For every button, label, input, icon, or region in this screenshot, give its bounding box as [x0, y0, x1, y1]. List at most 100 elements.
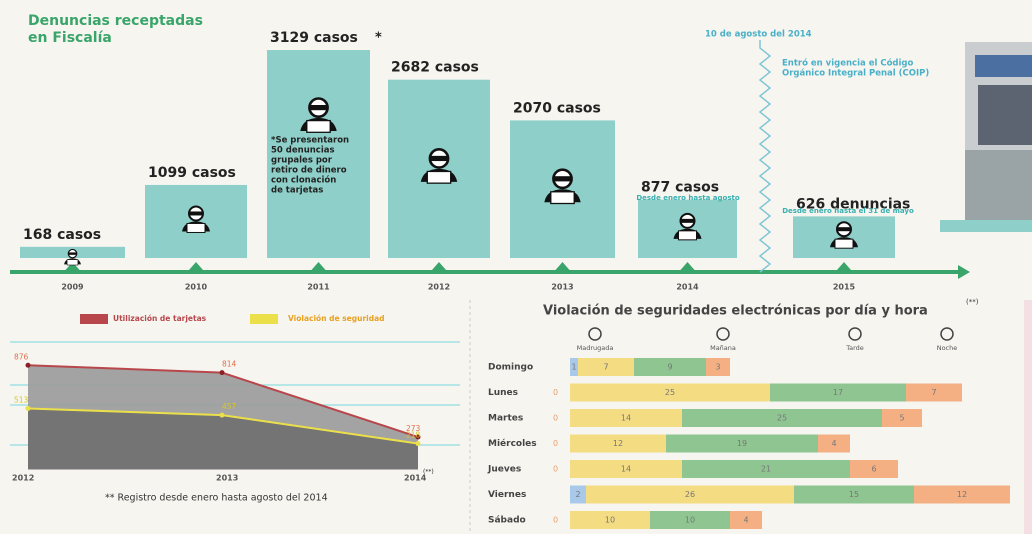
event-text: Entró en vigencia el Código: [782, 58, 913, 69]
bar-label: 877 casos: [641, 180, 719, 196]
line-point: [25, 362, 31, 368]
cell-label: 0: [553, 439, 558, 448]
axis-marker: [555, 262, 570, 270]
cell-label: 1: [571, 363, 576, 372]
heatmap-title: Violación de seguridades electrónicas po…: [543, 304, 928, 319]
time-icon: [588, 327, 602, 341]
axis-marker: [837, 262, 851, 270]
bar-label: 626 denuncias: [796, 196, 910, 212]
cell: [818, 434, 850, 453]
icon-laptop: [834, 238, 854, 249]
thief-icon: [544, 168, 581, 205]
cell: [794, 485, 914, 504]
note-2011: retiro de dinero: [271, 166, 347, 176]
cell-label: 25: [777, 414, 787, 423]
icon-laptop: [306, 119, 331, 133]
axis-marker: [311, 262, 326, 270]
time-icon: [940, 327, 954, 341]
icon-laptop: [678, 230, 697, 241]
note-2011: de tarjetas: [271, 186, 323, 196]
cell: [570, 485, 586, 504]
edge-panel: [1024, 300, 1032, 534]
time-icon: [716, 327, 730, 341]
column-label: Madrugada: [577, 344, 614, 352]
thief-icon: [420, 148, 458, 184]
cell-label: 3: [715, 363, 720, 372]
cell: [570, 511, 650, 529]
row-label: Martes: [488, 414, 523, 424]
line-point: [25, 405, 31, 411]
line-point: [219, 370, 225, 376]
cell-label: 0: [553, 414, 558, 423]
line-footnote: ** Registro desde enero hasta agosto del…: [105, 493, 328, 504]
row-label: Miércoles: [488, 438, 537, 449]
point-label: 814: [222, 360, 237, 369]
cell: [650, 511, 730, 529]
cell: [914, 485, 1010, 504]
cell-label: 2: [575, 490, 580, 499]
year-label: 2013: [551, 283, 573, 292]
cell: [906, 383, 962, 402]
axis-arrow: [958, 265, 970, 279]
bar-label: 3129 casos: [270, 30, 358, 46]
row-label: Jueves: [487, 465, 521, 475]
cell: [570, 358, 578, 376]
note-2015: Desde enero hasta el 31 de mayo: [782, 207, 914, 215]
note-2011: grupales por: [271, 156, 333, 166]
x-label: 2014: [404, 474, 427, 483]
cell-label: 7: [931, 388, 936, 397]
year-label: 2012: [428, 283, 450, 292]
cell-label: 21: [761, 465, 771, 474]
bar-label: 168 casos: [23, 227, 101, 243]
cell-label: 0: [553, 388, 558, 397]
row-label: Lunes: [488, 388, 518, 398]
cell: [570, 434, 666, 453]
cell: [570, 409, 682, 427]
cell-label: 4: [743, 516, 748, 525]
column-label: Mañana: [710, 344, 736, 352]
icon-laptop: [186, 222, 206, 233]
axis-marker: [189, 262, 203, 270]
thief-icon: [673, 212, 702, 241]
point-label: 876: [14, 352, 29, 361]
title: Denuncias receptadas: [28, 13, 203, 29]
cell: [570, 460, 682, 478]
note-2011: *Se presentaron: [271, 136, 349, 146]
year-label: 2009: [61, 283, 84, 292]
bar-label: 2682 casos: [391, 60, 479, 76]
cell: [770, 383, 906, 402]
cell: [634, 358, 706, 376]
icon-mask: [837, 227, 851, 232]
cell: [882, 409, 922, 427]
icon-mask: [68, 252, 77, 255]
line-area: [28, 408, 418, 470]
cell-label: 15: [849, 490, 859, 499]
cell-label: 17: [833, 388, 843, 397]
point-label: 273: [406, 424, 421, 433]
line-point: [415, 434, 421, 440]
year-label: 2011: [307, 283, 330, 292]
axis-marker: [65, 262, 80, 270]
cell: [578, 358, 634, 376]
cell-label: 9: [667, 363, 672, 372]
x-label: 2013: [216, 474, 238, 483]
row-label: Domingo: [488, 363, 533, 373]
cell-label: 0: [553, 516, 558, 525]
point-label: 513: [14, 395, 29, 404]
icon-laptop: [550, 191, 575, 205]
cell: [706, 358, 730, 376]
cell-label: 26: [685, 490, 695, 499]
bar-label: 1099 casos: [148, 165, 236, 181]
legend-label: Utilización de tarjetas: [113, 314, 207, 323]
cell-label: 19: [737, 439, 747, 448]
cell: [586, 485, 794, 504]
time-icon: [848, 327, 862, 341]
title: en Fiscalía: [28, 30, 112, 46]
year-label: 2015: [833, 283, 856, 292]
cell: [730, 511, 762, 529]
legend-swatch: [80, 314, 108, 324]
bar-label: 2070 casos: [513, 100, 601, 116]
row-label: Sábado: [488, 516, 526, 526]
cell: [682, 409, 882, 427]
